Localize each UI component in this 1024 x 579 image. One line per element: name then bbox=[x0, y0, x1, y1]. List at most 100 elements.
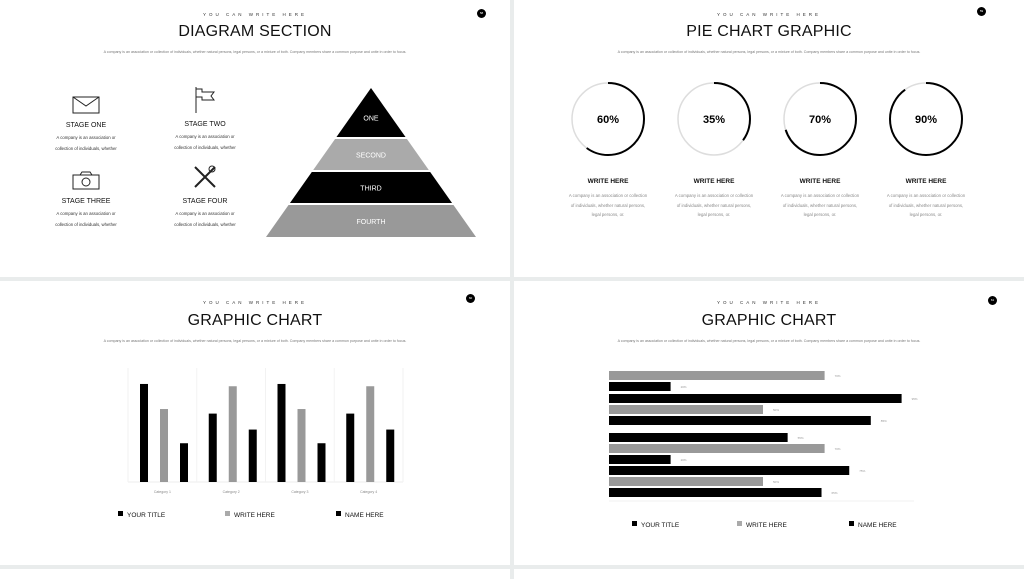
slide-next-right[interactable] bbox=[514, 569, 1024, 579]
bar bbox=[228, 386, 237, 482]
legend-label: NAME HERE bbox=[345, 512, 384, 519]
legend-item: YOUR TITLE bbox=[632, 521, 679, 529]
bar-value-label: 20% bbox=[681, 458, 687, 462]
progress-label: 70% bbox=[809, 114, 831, 126]
vertical-bar-chart: Category 1 Category 2 Category 3 Category 4 bbox=[127, 368, 404, 494]
slide-diagram-section[interactable]: YOU CAN WRITE HERE DIAGRAM SECTION A com… bbox=[0, 0, 510, 277]
bar bbox=[386, 429, 395, 482]
bar bbox=[277, 383, 286, 482]
stage-name: STAGE THREE bbox=[61, 198, 111, 205]
stage-name: STAGE TWO bbox=[184, 121, 226, 128]
progress-arc bbox=[677, 82, 751, 156]
progress-ring-card: 35% WRITE HERE A company is an association… bbox=[664, 81, 764, 220]
slide-description: A company is an association or collectio… bbox=[617, 339, 921, 343]
bar bbox=[609, 394, 902, 403]
progress-ring: 35% bbox=[677, 82, 751, 156]
bar bbox=[609, 433, 788, 442]
bar bbox=[609, 382, 671, 391]
stage-text: A company is an association or collectio… bbox=[174, 134, 236, 150]
bar bbox=[609, 416, 871, 425]
slide-next-left[interactable] bbox=[0, 569, 510, 579]
stage-name: STAGE ONE bbox=[65, 122, 107, 129]
legend-swatch bbox=[336, 511, 341, 516]
kicker: YOU CAN WRITE HERE bbox=[202, 300, 307, 305]
bar-value-label: 65% bbox=[832, 491, 838, 495]
pyramid-level bbox=[313, 139, 429, 170]
legend-swatch bbox=[118, 511, 123, 516]
progress-ring-card: 60% WRITE HERE A company is an association… bbox=[558, 81, 658, 220]
progress-ring: 90% bbox=[889, 82, 963, 156]
horizontal-bar-chart: 70% 20% 95% 50% 85% 55% 70% 20% 75% 50% 65% bbox=[609, 371, 918, 502]
progress-arc bbox=[783, 82, 857, 156]
page-number: 59 bbox=[977, 7, 986, 16]
bar bbox=[609, 488, 822, 497]
legend-item: YOUR TITLE bbox=[118, 511, 165, 519]
pie-heading: WRITE HERE bbox=[905, 178, 947, 185]
legend-item: WRITE HERE bbox=[225, 511, 275, 519]
pyramid-diagram: ONE SECOND THIRD FOURTH bbox=[266, 88, 476, 237]
pyramid-level bbox=[336, 88, 406, 137]
bar bbox=[346, 413, 355, 482]
pyramid-label: ONE bbox=[363, 116, 379, 123]
page-number: 61 bbox=[988, 296, 997, 305]
bar bbox=[609, 405, 763, 414]
bar-value-label: 75% bbox=[859, 469, 865, 473]
legend-swatch bbox=[632, 521, 637, 526]
pie-heading: WRITE HERE bbox=[693, 178, 735, 185]
legend-swatch bbox=[225, 511, 230, 516]
pyramid-label: SECOND bbox=[356, 153, 386, 160]
progress-label: 60% bbox=[597, 114, 619, 126]
bar bbox=[140, 383, 148, 482]
legend-item: NAME HERE bbox=[336, 511, 384, 519]
slide-description: A company is an association or collectio… bbox=[103, 50, 407, 54]
pie-heading: WRITE HERE bbox=[587, 178, 629, 185]
kicker: YOU CAN WRITE HERE bbox=[716, 12, 821, 17]
bar bbox=[297, 409, 306, 482]
slide-pie-chart-graphic[interactable]: YOU CAN WRITE HERE PIE CHART GRAPHIC A c… bbox=[514, 0, 1024, 277]
pyramid-level bbox=[266, 205, 476, 237]
progress-arc bbox=[889, 82, 963, 156]
bar bbox=[248, 429, 257, 482]
bar bbox=[208, 413, 217, 482]
slide-graphic-chart-horizontal[interactable]: YOU CAN WRITE HERE GRAPHIC CHART A compa… bbox=[514, 281, 1024, 565]
slide-description: A company is an association or collectio… bbox=[617, 50, 921, 54]
bar bbox=[366, 386, 375, 482]
slide-graphic-chart-vertical[interactable]: YOU CAN WRITE HERE GRAPHIC CHART A compa… bbox=[0, 281, 510, 565]
legend-label: YOUR TITLE bbox=[127, 512, 166, 519]
stage-one: STAGE ONE A company is an association or… bbox=[31, 88, 141, 154]
progress-ring-card: 90% WRITE HERE A company is an association… bbox=[876, 81, 976, 220]
slide-title: DIAGRAM SECTION bbox=[178, 23, 332, 40]
stage-four: STAGE FOUR A company is an association o… bbox=[150, 164, 260, 230]
slide-description: A company is an association or collectio… bbox=[103, 339, 407, 343]
bar-value-label: 85% bbox=[881, 419, 887, 423]
stage-three: STAGE THREE A company is an association … bbox=[31, 164, 141, 230]
category-label: Category 4 bbox=[360, 490, 377, 494]
pyramid-level bbox=[289, 172, 453, 203]
slide-title: GRAPHIC CHART bbox=[701, 312, 837, 329]
flag-icon bbox=[150, 87, 260, 114]
tools-icon bbox=[150, 164, 260, 190]
legend-label: WRITE HERE bbox=[746, 522, 787, 529]
pie-heading: WRITE HERE bbox=[799, 178, 841, 185]
stage-text: A company is an association or collectio… bbox=[55, 135, 117, 151]
pie-text: A company is an association or collectio… bbox=[886, 193, 966, 217]
category-label: Category 3 bbox=[291, 490, 308, 494]
progress-label: 35% bbox=[703, 114, 725, 126]
stage-name: STAGE FOUR bbox=[182, 198, 228, 205]
legend-swatch bbox=[849, 521, 854, 526]
stage-text: A company is an association or collectio… bbox=[55, 211, 117, 227]
bar bbox=[609, 477, 763, 486]
pyramid-label: THIRD bbox=[360, 186, 381, 193]
legend-item: WRITE HERE bbox=[737, 521, 787, 529]
bar bbox=[609, 444, 825, 453]
legend-item: NAME HERE bbox=[849, 521, 897, 529]
kicker: YOU CAN WRITE HERE bbox=[716, 300, 821, 305]
bar bbox=[317, 443, 326, 482]
pie-text: A company is an association or collectio… bbox=[674, 193, 754, 217]
progress-arc bbox=[571, 82, 645, 156]
bar-value-label: 70% bbox=[835, 374, 841, 378]
progress-ring-card: 70% WRITE HERE A company is an association… bbox=[770, 81, 870, 220]
bar-value-label: 50% bbox=[773, 480, 779, 484]
category-label: Category 2 bbox=[223, 490, 240, 494]
bar bbox=[609, 371, 825, 380]
